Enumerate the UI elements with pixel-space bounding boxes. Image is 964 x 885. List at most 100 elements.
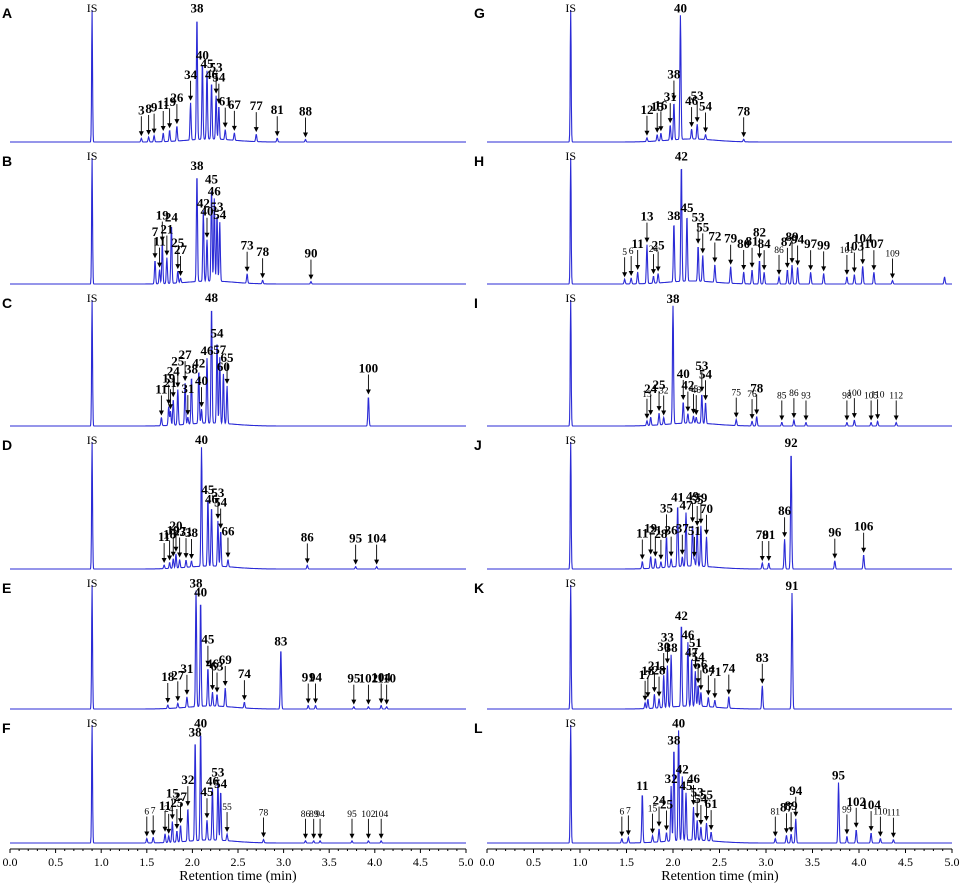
peak-arrowhead <box>225 552 231 558</box>
peak-label: 46 <box>205 67 219 82</box>
peak-label: 99 <box>817 237 831 252</box>
peak-arrowhead <box>668 551 674 557</box>
peak-arrowhead <box>138 131 144 137</box>
peak-label: 61 <box>705 796 718 811</box>
peak-label: 38 <box>190 576 204 591</box>
peak-label: 104 <box>374 810 389 820</box>
peak-label: 40 <box>194 585 207 600</box>
chromatogram-trace <box>10 441 466 570</box>
peak-label: 27 <box>173 523 187 538</box>
x-tick-label: 2.0 <box>185 855 200 869</box>
peak-label: 102 <box>359 671 379 686</box>
x-tick-label: 4.5 <box>898 855 913 869</box>
peak-arrowhead <box>703 127 709 133</box>
peak-arrowhead <box>844 415 850 421</box>
peak-label: 27 <box>174 789 188 804</box>
panel-label: K <box>474 580 484 596</box>
peak-arrowhead <box>353 559 359 565</box>
peak-arrowhead <box>639 554 645 560</box>
peak-label: 55 <box>700 787 714 802</box>
peak-label: 11 <box>157 97 169 112</box>
peak-label: 66 <box>221 524 235 539</box>
peak-label: 13 <box>642 390 652 400</box>
peak-label: 21 <box>160 222 173 237</box>
peak-label: 54 <box>692 649 706 664</box>
is-peak-label: IS <box>87 149 98 163</box>
peak-arrowhead <box>776 269 782 275</box>
peak-arrowhead <box>169 814 175 820</box>
peak-arrowhead <box>160 125 166 131</box>
peak-label: 31 <box>181 381 194 396</box>
peak-label: 91 <box>302 670 315 685</box>
peak-label: 49 <box>686 488 700 503</box>
peak-label: 54 <box>699 99 713 114</box>
peak-arrowhead <box>644 130 650 136</box>
peak-label: 25 <box>171 354 185 369</box>
peak-arrowhead <box>170 551 176 557</box>
peak-label: 42 <box>197 195 210 210</box>
peak-label: 79 <box>756 527 770 542</box>
peak-arrowhead <box>161 558 167 564</box>
peak-label: 34 <box>184 67 198 82</box>
peak-arrowhead <box>168 404 174 410</box>
peak-arrowhead <box>692 664 698 670</box>
peak-label: 32 <box>181 772 194 787</box>
peak-label: 81 <box>762 527 775 542</box>
peak-arrowhead <box>167 123 173 129</box>
peak-label: 46 <box>208 183 222 198</box>
panel-label: L <box>474 720 483 736</box>
peak-arrowhead <box>741 132 747 138</box>
peak-arrowhead <box>378 698 384 704</box>
peak-label: 46 <box>687 771 701 786</box>
peak-arrowhead <box>663 529 669 535</box>
peak-label: 70 <box>700 501 713 516</box>
peak-label: 53 <box>691 784 705 799</box>
peak-label: 83 <box>756 650 770 665</box>
peak-label: 38 <box>190 0 204 15</box>
peak-arrowhead <box>756 253 762 259</box>
peak-label: 38 <box>667 291 681 306</box>
peak-label: 55 <box>696 219 710 234</box>
is-peak-label: IS <box>87 433 98 447</box>
peak-arrowhead <box>628 270 634 276</box>
peak-label: 73 <box>241 238 255 253</box>
peak-arrowhead <box>695 238 701 244</box>
peak-arrowhead <box>146 129 152 135</box>
chromatogram-trace <box>487 9 952 143</box>
peak-label: 94 <box>309 670 323 685</box>
peak-arrowhead <box>712 693 718 699</box>
peak-label: 31 <box>180 661 193 676</box>
chromatogram-trace <box>487 584 952 710</box>
peak-arrowhead <box>844 829 850 835</box>
peak-label: 76 <box>747 390 757 400</box>
peak-arrowhead <box>788 827 794 833</box>
peak-arrowhead <box>188 95 194 101</box>
x-tick-label: 4.0 <box>367 855 382 869</box>
peak-arrowhead <box>188 553 194 559</box>
peak-label: 46 <box>206 773 220 788</box>
peak-label: 13 <box>640 209 654 224</box>
peak-arrowhead <box>175 696 181 702</box>
peak-arrowhead <box>893 415 899 421</box>
peak-label: 48 <box>205 290 219 305</box>
peak-label: 28 <box>653 663 667 678</box>
peak-arrowhead <box>871 265 877 271</box>
peak-arrowhead <box>832 553 838 559</box>
panel-label: J <box>474 437 482 453</box>
peak-label: 3 <box>138 102 145 117</box>
x-tick-label: 1.0 <box>94 855 109 869</box>
peak-arrowhead <box>680 394 686 400</box>
peak-arrowhead <box>733 412 739 418</box>
peak-label: 111 <box>887 809 901 819</box>
peak-arrowhead <box>759 678 765 684</box>
peak-arrowhead <box>650 828 656 834</box>
peak-label: 51 <box>688 523 701 538</box>
peak-label: 94 <box>315 810 325 820</box>
peak-arrowhead <box>166 828 172 834</box>
peak-arrowhead <box>679 549 685 555</box>
peak-arrowhead <box>654 127 660 133</box>
peak-arrowhead <box>241 695 247 701</box>
